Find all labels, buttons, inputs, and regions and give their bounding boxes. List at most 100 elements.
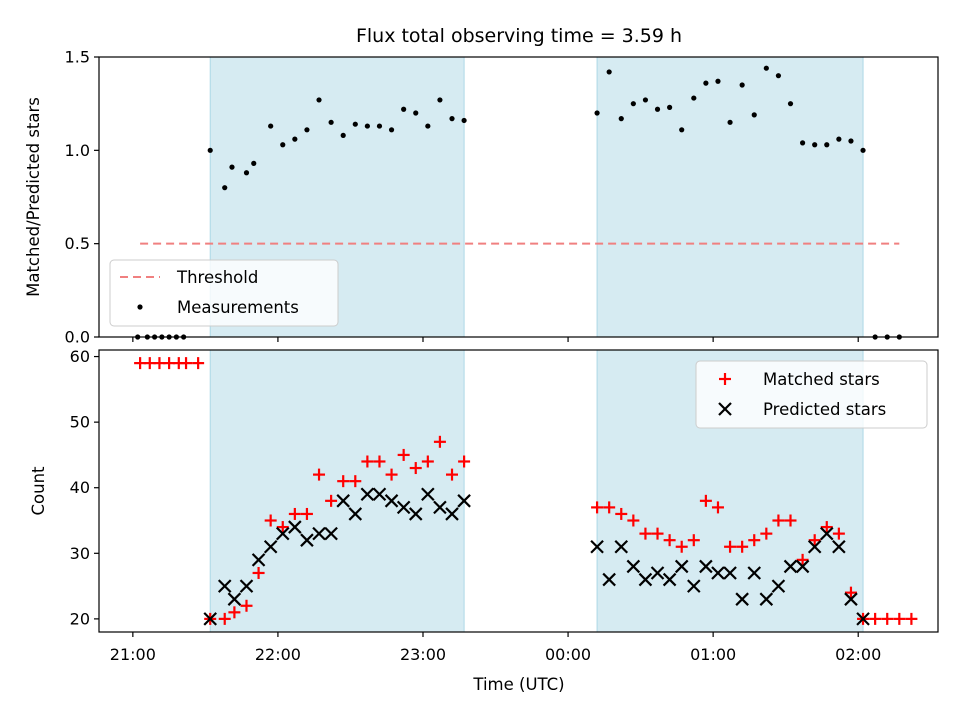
predicted-star-stroke-b bbox=[324, 526, 338, 541]
predicted-star-marker bbox=[602, 572, 616, 587]
predicted-star-marker bbox=[614, 539, 629, 554]
measurement-point bbox=[642, 97, 649, 103]
predicted-star-marker bbox=[844, 592, 858, 606]
matched-legend-label: Matched stars bbox=[763, 370, 880, 389]
measurement-point bbox=[388, 127, 395, 133]
top-legend-box bbox=[109, 259, 339, 327]
predicted-star-marker bbox=[203, 612, 217, 626]
measurement-point bbox=[316, 97, 322, 103]
predicted-star-stroke-b bbox=[614, 539, 629, 554]
x-tick-label: 00:00 bbox=[545, 645, 591, 664]
measurement-point bbox=[703, 80, 709, 86]
matched-star-marker bbox=[663, 534, 676, 547]
measurement-point bbox=[594, 110, 600, 116]
y-tick-label: 60 bbox=[70, 347, 90, 366]
measurement-point bbox=[292, 136, 298, 142]
predicted-star-marker bbox=[832, 539, 846, 554]
matched-star-marker bbox=[820, 521, 833, 534]
bottom-panel-frame bbox=[98, 349, 939, 633]
measurement-point bbox=[763, 65, 769, 71]
predicted-star-marker bbox=[348, 507, 363, 521]
predicted-star-marker bbox=[783, 559, 798, 574]
predicted-star-marker bbox=[735, 592, 749, 606]
bottom-y-ticks: 20 30 40 50 60 bbox=[70, 347, 99, 628]
predicted-star-stroke-b bbox=[626, 559, 641, 574]
x-tick-label: 22:00 bbox=[255, 645, 301, 664]
matched-stars-points bbox=[134, 357, 918, 625]
measurement-point bbox=[727, 119, 733, 125]
y-tick-label: 0.0 bbox=[65, 328, 90, 347]
y-tick-label: 20 bbox=[70, 609, 90, 628]
matched-star-marker bbox=[458, 455, 471, 468]
bottom-legend-box bbox=[695, 360, 928, 429]
matched-star-marker bbox=[313, 468, 326, 481]
predicted-star-stroke-b bbox=[711, 566, 725, 580]
predicted-star-stroke-b bbox=[723, 566, 737, 580]
predicted-star-marker bbox=[457, 494, 471, 508]
top-x-ticks bbox=[132, 337, 859, 342]
predicted-star-stroke-b bbox=[820, 526, 834, 541]
predicted-star-marker bbox=[336, 494, 350, 508]
measurement-point bbox=[618, 116, 624, 122]
measurement-point bbox=[449, 116, 455, 122]
predicted-star-stroke-b bbox=[674, 559, 689, 574]
matched-star-marker bbox=[675, 540, 688, 553]
measurement-point bbox=[413, 110, 419, 116]
measurement-point bbox=[401, 106, 407, 112]
predicted-star-stroke-b bbox=[457, 494, 471, 508]
measurement-point bbox=[799, 140, 806, 146]
predicted-star-marker bbox=[590, 539, 604, 554]
chart-title: Flux total observing time = 3.59 h bbox=[356, 25, 682, 47]
predicted-star-stroke-b bbox=[699, 559, 713, 574]
measurement-point bbox=[268, 123, 274, 129]
matched-star-marker bbox=[433, 435, 446, 448]
measurement-point bbox=[812, 142, 818, 148]
predicted-star-stroke-b bbox=[408, 507, 423, 521]
predicted-star-stroke-b bbox=[433, 500, 447, 515]
predicted-star-marker bbox=[650, 566, 665, 580]
predicted-star-stroke-b bbox=[372, 487, 387, 502]
top-panel-frame bbox=[98, 56, 939, 338]
predicted-star-marker bbox=[217, 579, 232, 593]
x-tick-label: 02:00 bbox=[835, 645, 881, 664]
top-panel: 0.0 0.5 1.0 1.5 Matched/Predicted stars Thr… bbox=[24, 48, 939, 347]
x-tick-label: 21:00 bbox=[110, 645, 156, 664]
predicted-star-marker bbox=[324, 526, 338, 541]
predicted-star-stroke-b bbox=[771, 579, 786, 593]
predicted-star-marker bbox=[408, 507, 423, 521]
matched-star-marker bbox=[421, 455, 434, 468]
matched-star-marker bbox=[881, 612, 894, 625]
predicted-star-marker bbox=[638, 572, 653, 587]
predicted-star-marker bbox=[759, 592, 774, 606]
predicted-star-marker bbox=[445, 507, 459, 521]
measurement-point bbox=[207, 147, 213, 153]
predicted-star-marker bbox=[433, 500, 447, 515]
matched-star-marker bbox=[784, 514, 797, 527]
predicted-star-marker bbox=[263, 539, 278, 554]
predicted-star-marker bbox=[227, 592, 242, 606]
predicted-star-stroke-b bbox=[239, 579, 254, 593]
measurement-point bbox=[376, 123, 383, 129]
matched-star-marker bbox=[276, 521, 289, 534]
predicted-star-marker bbox=[771, 579, 786, 593]
y-tick-label: 30 bbox=[70, 544, 90, 563]
predicted-star-stroke-b bbox=[312, 526, 326, 541]
matched-star-marker bbox=[228, 606, 241, 619]
predicted-star-marker bbox=[747, 566, 762, 580]
predicted-star-marker bbox=[275, 526, 290, 541]
predicted-star-stroke-b bbox=[747, 566, 762, 580]
bottom-y-axis-label: Count bbox=[29, 466, 48, 516]
matched-star-marker bbox=[446, 468, 459, 481]
matched-star-marker bbox=[240, 599, 253, 612]
predicted-star-marker bbox=[312, 526, 326, 541]
predicted-star-stroke-b bbox=[687, 579, 701, 593]
predicted-star-marker bbox=[795, 559, 810, 574]
predicted-star-marker bbox=[723, 566, 737, 580]
predicted-star-marker bbox=[687, 579, 701, 593]
y-tick-label: 50 bbox=[70, 413, 90, 432]
predicted-star-stroke-b bbox=[844, 592, 858, 606]
predicted-star-marker bbox=[251, 553, 266, 567]
matched-star-marker bbox=[772, 514, 785, 527]
matched-star-marker bbox=[832, 527, 845, 540]
predicted-star-stroke-b bbox=[759, 592, 774, 606]
